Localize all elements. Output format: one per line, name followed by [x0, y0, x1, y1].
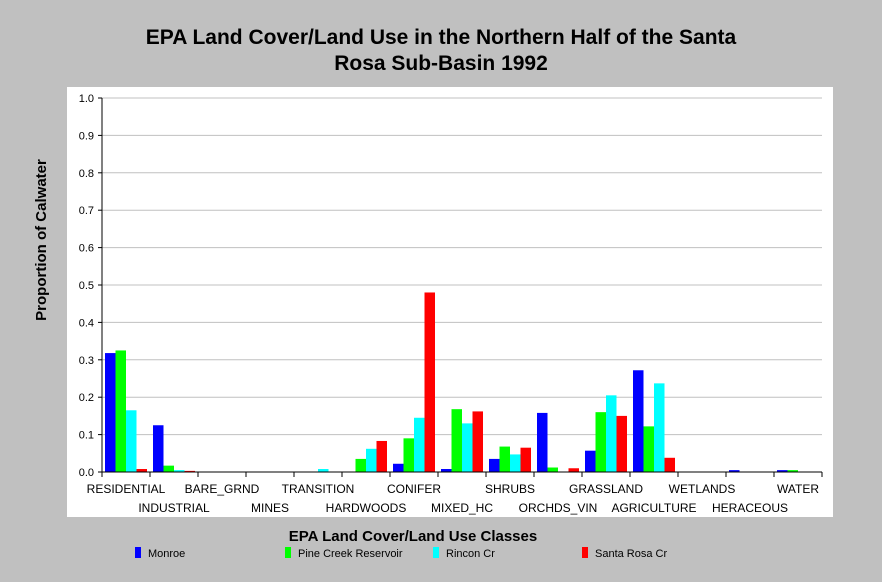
bar-santa-rosa-cr-conifer [424, 292, 435, 472]
bar-rincon-cr-mixed-hc [462, 423, 473, 472]
bar-pine-creek-reservoir-industrial [163, 465, 174, 472]
category-label: ORCHDS_VIN [519, 501, 598, 515]
bar-monroe-agriculture [633, 370, 644, 472]
y-tick-label: 0.6 [79, 243, 94, 255]
bar-pine-creek-reservoir-water [787, 470, 798, 472]
category-label: INDUSTRIAL [138, 501, 210, 515]
legend-label: Rincon Cr [446, 548, 495, 560]
bar-rincon-cr-industrial [174, 470, 185, 472]
legend-swatch [582, 547, 588, 558]
bar-monroe-industrial [153, 425, 164, 472]
legend-swatch [433, 547, 439, 558]
category-label: CONIFER [387, 482, 441, 496]
bar-pine-creek-reservoir-orchds-vin [547, 467, 558, 472]
legend-label: Santa Rosa Cr [595, 548, 667, 560]
y-tick-label: 1.0 [79, 93, 94, 105]
y-tick-label: 0.9 [79, 130, 94, 142]
category-label: MINES [251, 501, 289, 515]
y-tick-labels: 0.0 0.1 0.2 0.3 0.4 0.5 0.6 0.7 0.8 0.9 1.0 [79, 93, 94, 479]
category-label: WATER [777, 482, 819, 496]
bars [105, 292, 798, 472]
bar-santa-rosa-cr-industrial [184, 470, 195, 472]
bar-monroe-shrubs [489, 458, 500, 472]
bar-monroe-residential [105, 353, 116, 472]
bar-santa-rosa-cr-agriculture [664, 457, 675, 472]
bar-rincon-cr-grassland [606, 395, 617, 472]
legend-swatch [285, 547, 291, 558]
bar-rincon-cr-transition [318, 469, 329, 472]
category-label: WETLANDS [669, 482, 736, 496]
category-labels: RESIDENTIAL INDUSTRIAL BARE_GRND MINES TRANS… [87, 482, 820, 515]
bar-monroe-grassland [585, 450, 596, 472]
bar-monroe-mixed-hc [441, 469, 452, 472]
y-tick-label: 0.5 [79, 280, 94, 292]
bar-rincon-cr-hardwoods [366, 448, 377, 472]
category-label: MIXED_HC [431, 501, 493, 515]
category-label: SHRUBS [485, 482, 535, 496]
bar-monroe-heraceous [729, 470, 740, 472]
category-label: RESIDENTIAL [87, 482, 166, 496]
y-tick-label: 0.3 [79, 355, 94, 367]
bar-rincon-cr-conifer [414, 417, 425, 472]
legend-label: Pine Creek Reservoir [298, 548, 403, 560]
bar-santa-rosa-cr-hardwoods [376, 440, 387, 472]
axes [98, 97, 823, 477]
bar-pine-creek-reservoir-residential [115, 350, 126, 472]
category-label: HARDWOODS [326, 501, 407, 515]
category-label: TRANSITION [282, 482, 355, 496]
bar-santa-rosa-cr-grassland [616, 415, 627, 472]
legend: Monroe Pine Creek Reservoir Rincon Cr Santa… [135, 547, 667, 560]
bar-pine-creek-reservoir-grassland [595, 412, 606, 472]
bar-pine-creek-reservoir-shrubs [499, 446, 510, 472]
y-tick-label: 0.4 [79, 317, 94, 329]
plot-panel [67, 87, 833, 517]
gridlines [102, 97, 822, 436]
bar-pine-creek-reservoir-conifer [403, 438, 414, 472]
chart-title-line1: EPA Land Cover/Land Use in the Northern … [146, 26, 737, 49]
x-axis-title: EPA Land Cover/Land Use Classes [289, 528, 537, 545]
y-tick-label: 0.1 [79, 430, 94, 442]
y-tick-label: 0.0 [79, 467, 94, 479]
bar-pine-creek-reservoir-agriculture [643, 426, 654, 472]
legend-label: Monroe [148, 548, 185, 560]
bar-rincon-cr-agriculture [654, 383, 665, 472]
y-axis-title: Proportion of Calwater [33, 159, 50, 321]
y-tick-label: 0.2 [79, 392, 94, 404]
chart-title-line2: Rosa Sub-Basin 1992 [334, 52, 548, 75]
y-tick-label: 0.7 [79, 205, 94, 217]
bar-monroe-orchds-vin [537, 412, 548, 472]
bar-santa-rosa-cr-orchds-vin [568, 468, 579, 472]
category-label: AGRICULTURE [611, 501, 696, 515]
bar-monroe-water [777, 470, 788, 472]
bar-santa-rosa-cr-mixed-hc [472, 411, 483, 472]
y-tick-label: 0.8 [79, 168, 94, 180]
bar-rincon-cr-residential [126, 410, 137, 472]
bar-rincon-cr-shrubs [510, 454, 521, 472]
category-label: BARE_GRND [185, 482, 260, 496]
bar-santa-rosa-cr-shrubs [520, 447, 531, 472]
bar-santa-rosa-cr-residential [136, 469, 147, 472]
category-label: GRASSLAND [569, 482, 643, 496]
bar-monroe-conifer [393, 463, 404, 472]
legend-swatch [135, 547, 141, 558]
category-label: HERACEOUS [712, 501, 788, 515]
bar-pine-creek-reservoir-mixed-hc [451, 409, 462, 472]
bar-pine-creek-reservoir-hardwoods [355, 458, 366, 472]
